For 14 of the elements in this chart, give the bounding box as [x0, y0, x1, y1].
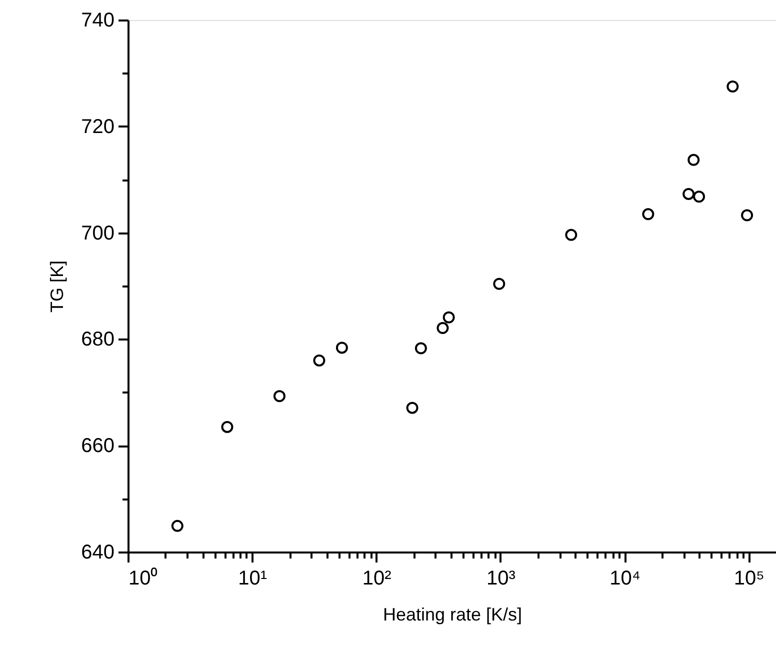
x-tick-label: 10¹ [238, 568, 268, 590]
x-tick-label: 10⁵ [734, 568, 764, 590]
x-tick-label: 10⁰ [128, 566, 158, 590]
x-tick-label: 10² [362, 568, 392, 590]
x-axis-title: Heating rate [K/s] [382, 604, 522, 624]
y-tick-label: 640 [81, 542, 114, 564]
y-tick-label: 700 [81, 222, 114, 244]
y-axis-title: TG [K] [47, 260, 68, 313]
y-tick-label: 740 [81, 10, 114, 32]
y-tick-label: 720 [81, 116, 114, 138]
y-tick-label: 660 [81, 435, 114, 458]
x-tick-label: 10⁴ [610, 568, 640, 590]
x-tick-label: 10³ [486, 568, 516, 590]
y-tick-label: 680 [81, 328, 114, 351]
